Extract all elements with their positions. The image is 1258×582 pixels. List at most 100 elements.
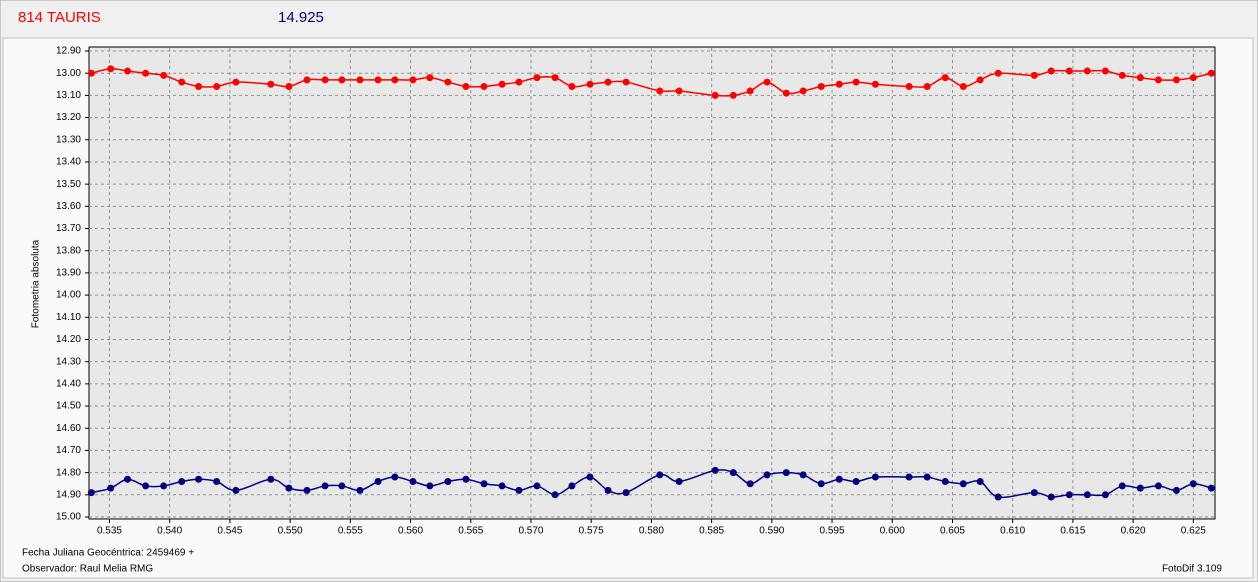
x-axis-label: Fecha Juliana Geocéntrica: 2459469 + [22, 548, 194, 559]
point [391, 473, 399, 481]
point [1118, 482, 1126, 490]
chart-subtitle: 14.925 [278, 9, 324, 26]
point [729, 91, 737, 99]
point [498, 80, 506, 88]
y-tick-label: 14.70 [56, 445, 81, 456]
point [817, 83, 825, 91]
x-tick-label: 0.595 [820, 526, 845, 537]
point [1118, 71, 1126, 79]
point [1047, 493, 1055, 501]
x-tick-label: 0.615 [1060, 526, 1085, 537]
point [905, 473, 913, 481]
software: FotoDif 3.109 [1162, 564, 1222, 575]
point [568, 482, 576, 490]
point [195, 83, 203, 91]
point [871, 80, 879, 88]
point [444, 78, 452, 86]
x-tick-label: 0.560 [398, 526, 423, 537]
point [107, 484, 115, 492]
point [586, 80, 594, 88]
point [1083, 491, 1091, 499]
y-tick-label: 13.20 [56, 112, 81, 123]
point [142, 482, 150, 490]
point [87, 69, 95, 77]
point [444, 477, 452, 485]
point [763, 471, 771, 479]
point [160, 482, 168, 490]
point [462, 475, 470, 483]
point [462, 83, 470, 91]
x-tick-label: 0.605 [940, 526, 965, 537]
x-tick-label: 0.545 [217, 526, 242, 537]
x-tick-label: 0.625 [1181, 526, 1206, 537]
point [604, 78, 612, 86]
point [107, 65, 115, 73]
point [817, 480, 825, 488]
point [905, 83, 913, 91]
x-tick-label: 0.535 [97, 526, 122, 537]
point [568, 83, 576, 91]
y-tick-label: 13.50 [56, 179, 81, 190]
point [746, 480, 754, 488]
point [195, 475, 203, 483]
x-tick-label: 0.550 [278, 526, 303, 537]
y-tick-label: 14.20 [56, 334, 81, 345]
point [374, 477, 382, 485]
point [232, 486, 240, 494]
y-tick-label: 13.60 [56, 201, 81, 212]
y-tick-label: 12.90 [56, 46, 81, 57]
point [533, 482, 541, 490]
point [1154, 482, 1162, 490]
x-tick-label: 0.555 [338, 526, 363, 537]
point [675, 87, 683, 95]
point [782, 469, 790, 477]
point [959, 83, 967, 91]
point [356, 76, 364, 84]
point [285, 484, 293, 492]
y-tick-label: 13.70 [56, 223, 81, 234]
point [656, 87, 664, 95]
point [959, 480, 967, 488]
point [1065, 491, 1073, 499]
point [1101, 491, 1109, 499]
point [1136, 484, 1144, 492]
y-tick-label: 14.40 [56, 378, 81, 389]
x-tick-label: 0.620 [1121, 526, 1146, 537]
x-tick-label: 0.565 [458, 526, 483, 537]
point [1207, 484, 1215, 492]
point [409, 477, 417, 485]
x-tick-label: 0.575 [579, 526, 604, 537]
point [1030, 489, 1038, 497]
chart-title: 814 TAURIS [18, 9, 101, 26]
point [994, 493, 1002, 501]
point [976, 477, 984, 485]
point [941, 74, 949, 82]
point [711, 466, 719, 474]
point [782, 89, 790, 97]
point [656, 471, 664, 479]
point [1189, 74, 1197, 82]
x-tick-label: 0.610 [1000, 526, 1025, 537]
point [923, 83, 931, 91]
point [729, 469, 737, 477]
point [321, 76, 329, 84]
point [142, 69, 150, 77]
point [1101, 67, 1109, 75]
y-tick-label: 13.80 [56, 245, 81, 256]
observer: Observador: Raul Melia RMG [22, 564, 153, 575]
y-tick-label: 14.90 [56, 489, 81, 500]
point [1189, 480, 1197, 488]
point [303, 76, 311, 84]
y-tick-label: 13.00 [56, 68, 81, 79]
y-tick-label: 15.00 [56, 512, 81, 523]
point [835, 80, 843, 88]
point [533, 74, 541, 82]
point [356, 486, 364, 494]
point [551, 491, 559, 499]
point [1030, 71, 1038, 79]
point [87, 489, 95, 497]
point [852, 78, 860, 86]
point [426, 74, 434, 82]
point [480, 83, 488, 91]
